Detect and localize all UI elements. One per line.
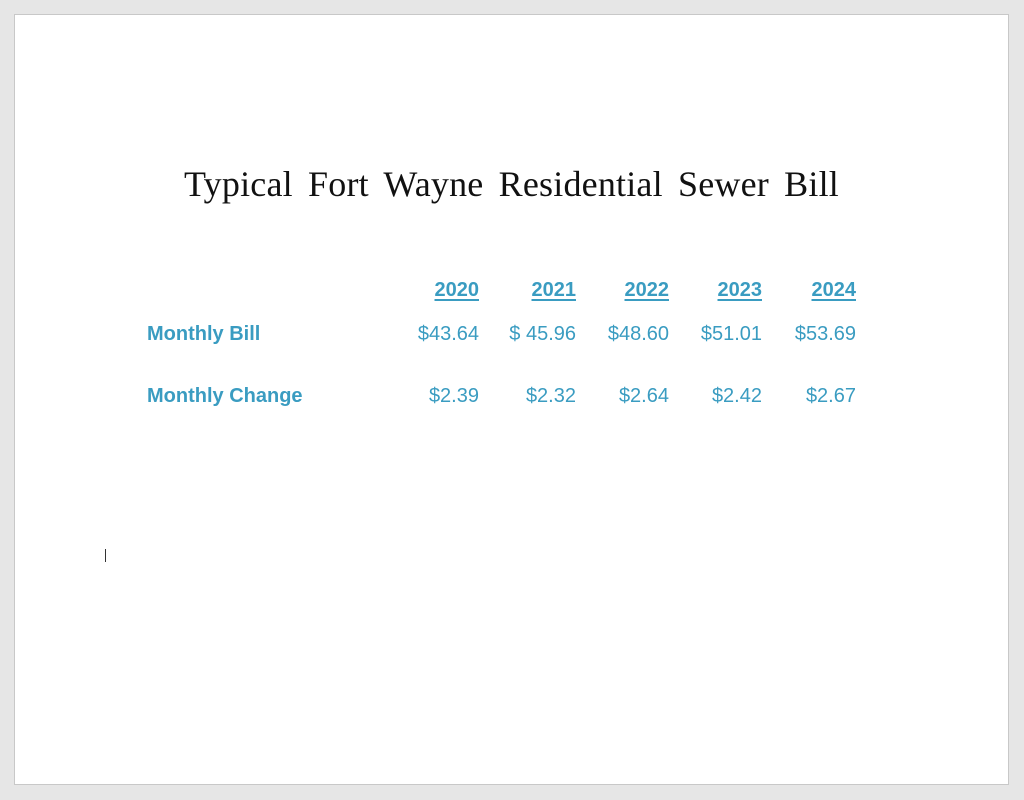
- document-page[interactable]: Typical Fort Wayne Residential Sewer Bil…: [14, 14, 1009, 785]
- table-cell: $51.01: [700, 323, 762, 345]
- table-cell: $2.39: [428, 385, 479, 407]
- table-cell: $2.42: [711, 385, 762, 407]
- year-header: 2024: [811, 279, 857, 301]
- document-title: Typical Fort Wayne Residential Sewer Bil…: [184, 164, 839, 204]
- row-label-monthly-bill: Monthly Bill: [147, 323, 261, 345]
- text-cursor: [105, 549, 106, 562]
- table-cell: $2.32: [525, 385, 576, 407]
- table-row: Monthly Change $2.39 $2.32 $2.64 $2.42 $…: [147, 385, 877, 413]
- row-label-monthly-change: Monthly Change: [147, 385, 303, 407]
- year-header-row: 2020 2021 2022 2023 2024: [147, 279, 877, 307]
- table-cell: $2.67: [805, 385, 856, 407]
- table-row: Monthly Bill $43.64 $ 45.96 $48.60 $51.0…: [147, 323, 877, 351]
- table-cell: $2.64: [618, 385, 669, 407]
- year-header: 2023: [717, 279, 763, 301]
- year-header: 2020: [434, 279, 480, 301]
- table-cell: $53.69: [794, 323, 856, 345]
- table-cell: $43.64: [417, 323, 479, 345]
- year-header: 2022: [624, 279, 670, 301]
- table-cell: $48.60: [607, 323, 669, 345]
- year-header: 2021: [531, 279, 577, 301]
- table-cell: $ 45.96: [509, 323, 576, 345]
